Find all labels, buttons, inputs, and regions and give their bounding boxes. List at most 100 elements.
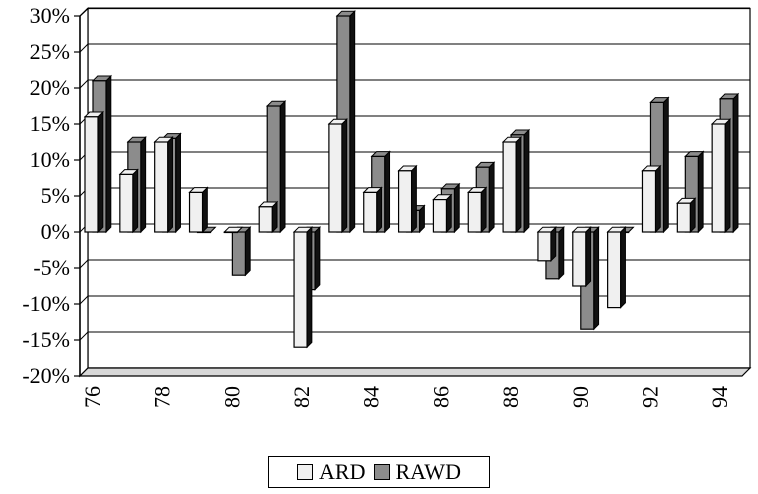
bar-rawd-81 [266, 99, 287, 234]
legend-swatch-rawd [373, 464, 390, 480]
bar-ard-79 [188, 186, 209, 234]
bar-ard-94 [710, 117, 732, 234]
bar-ard-85-front [397, 170, 413, 233]
legend-item-ard: ARD [297, 461, 366, 483]
bar-ard-88 [501, 135, 523, 234]
gridline-depth [79, 43, 89, 53]
y-tick-label: -15% [22, 327, 70, 352]
bar-rawd-81-front [266, 105, 281, 233]
bar-ard-85-side [411, 164, 417, 234]
bar-rawd-83-side [349, 9, 356, 234]
legend-item-rawd: RAWD [373, 459, 461, 484]
bar-rawd-80 [231, 225, 252, 277]
y-tick-label: -20% [22, 363, 70, 388]
y-tick-label: 5% [41, 183, 70, 208]
bar-ard-89-side [550, 225, 557, 263]
legend-swatch-ard [297, 464, 314, 480]
bar-ard-82-front [293, 231, 308, 348]
bar-ard-84 [362, 186, 383, 234]
bar-rawd-77-side [140, 135, 147, 234]
bar-rawd-86-side [453, 182, 460, 234]
y-tick-label: 25% [30, 39, 70, 64]
y-axis-labels: 30% 25% 20% 15% 10% 5% 0% -5% -10% -15% -20% [22, 3, 70, 388]
gridline-depth [79, 331, 89, 341]
bar-ard-85 [397, 164, 418, 234]
y-tick-label: 20% [30, 75, 70, 100]
y-tick-label: 10% [30, 147, 70, 172]
bar-ard-82-side [306, 225, 313, 349]
bar-ard-88-front [502, 141, 517, 233]
bar-rawd-94-side [732, 92, 739, 234]
bars [83, 9, 740, 349]
gridline-depth [79, 7, 89, 17]
gridline-depth [79, 79, 89, 89]
x-tick-label: 78 [150, 386, 175, 408]
bar-rawd-84-side [384, 150, 391, 234]
bar-ard-86-side [445, 193, 452, 234]
bar-ard-80-front [223, 231, 238, 234]
x-tick-label: 94 [707, 386, 732, 408]
bar-ard-94-front [711, 123, 726, 233]
bar-rawd-80-front [231, 231, 246, 276]
legend-label-rawd: RAWD [395, 459, 461, 484]
bar-ard-90-side [585, 225, 592, 288]
bar-rawd-93-side [697, 150, 704, 234]
bar-rawd-87-side [488, 161, 495, 234]
bar-ard-90-front [572, 231, 587, 287]
bar-ard-77 [118, 168, 139, 234]
bar-ard-89-front [537, 231, 552, 262]
legend: ARD RAWD [268, 456, 490, 488]
bar-ard-91 [606, 225, 627, 309]
bar-rawd-90-side [593, 225, 600, 331]
bar-ard-83-front [328, 123, 343, 233]
bar-ard-89 [536, 225, 557, 263]
bar-ard-84-front [363, 191, 378, 233]
bar-ard-86 [432, 193, 453, 234]
y-tick-label: -10% [22, 291, 70, 316]
bar-rawd-80-side [244, 225, 251, 277]
bar-ard-77-side [132, 168, 139, 234]
bar-ard-88-side [515, 135, 522, 234]
bar-ard-92-front [641, 170, 657, 233]
bar-ard-76-front [84, 116, 99, 233]
x-tick-label: 92 [637, 386, 662, 408]
x-tick-label: 88 [498, 386, 523, 408]
bar-ard-92-side [654, 164, 661, 234]
bar-ard-78-side [167, 135, 173, 234]
bar-rawd-78-side [175, 132, 181, 234]
bar-ard-77-front [119, 173, 134, 233]
x-tick-label: 82 [289, 386, 314, 408]
bar-ard-87-front [467, 191, 482, 233]
y-tick-label: 30% [30, 3, 70, 28]
bar-ard-87 [467, 186, 488, 234]
bar-ard-91-front [607, 231, 622, 309]
axes [74, 15, 752, 377]
bar-ard-93-side [689, 197, 696, 234]
x-axis-labels: 76 78 80 82 84 86 88 90 92 94 [80, 386, 732, 408]
y-tick-label: 15% [30, 111, 70, 136]
bar-ard-78-front [154, 141, 169, 233]
y-tick-label: 0% [41, 219, 70, 244]
y-tick-label: -5% [33, 255, 70, 280]
bar-ard-86-front [432, 199, 448, 233]
bar-ard-76-side [97, 110, 104, 234]
bar-ard-90 [571, 225, 592, 288]
bar-rawd-92-side [662, 96, 669, 234]
bar-ard-83-side [341, 117, 348, 234]
bar-ard-87-side [480, 186, 487, 234]
gridline-depth [79, 259, 89, 269]
bar-ard-83 [327, 117, 348, 234]
bar-rawd-81-side [279, 99, 286, 234]
bar-ard-84-side [376, 186, 383, 234]
bar-ard-92 [641, 164, 662, 234]
bar-ard-93-front [676, 202, 691, 233]
x-tick-label: 90 [568, 386, 593, 408]
bar-ard-93 [676, 197, 697, 234]
bar-rawd-89-side [558, 225, 565, 281]
bar-ard-76 [83, 110, 105, 234]
bar-ard-91-side [620, 225, 626, 309]
bar-ard-78 [153, 135, 174, 234]
bar-ard-79-front [188, 191, 204, 233]
bar-rawd-88-side [523, 128, 530, 234]
